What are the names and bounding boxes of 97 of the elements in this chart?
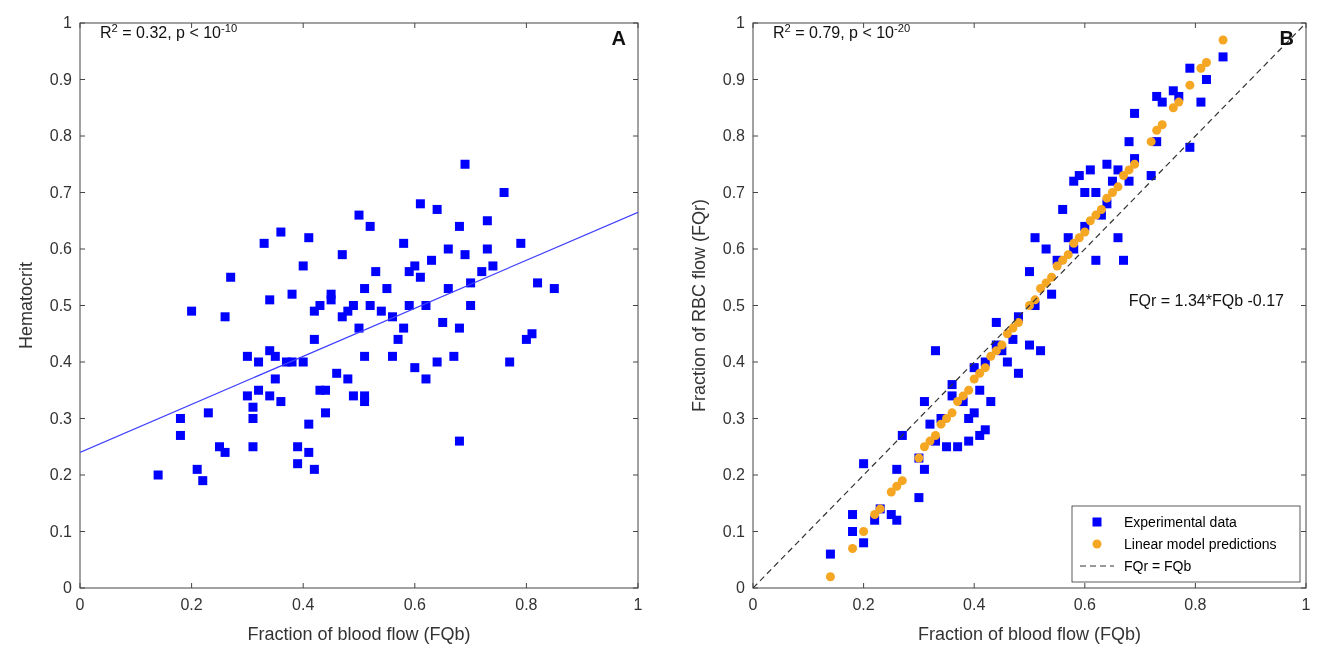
x-tick-label: 0.2 xyxy=(180,596,203,613)
annotation: B xyxy=(1279,27,1294,49)
point xyxy=(1201,58,1211,68)
x-tick-label: 1 xyxy=(633,596,643,613)
y-axis-title: Hematocrit xyxy=(16,261,36,350)
x-tick-label: 0.4 xyxy=(292,596,315,613)
y-tick-label: 0.2 xyxy=(722,466,746,483)
y-tick-label: 0.7 xyxy=(722,183,746,201)
point xyxy=(1196,63,1206,73)
point xyxy=(1130,159,1140,169)
point xyxy=(997,340,1007,350)
y-tick-label: 0.7 xyxy=(49,183,73,201)
annotation: FQr = 1.34*FQb -0.17 xyxy=(1128,291,1285,309)
y-tick-label: 0.9 xyxy=(49,70,73,88)
annotation: R$^{2}$ = 0.79, p < 10$^{-20}$ xyxy=(773,22,911,41)
y-tick-label: 0.3 xyxy=(49,409,73,427)
y-tick-label: 0.6 xyxy=(722,240,746,257)
point xyxy=(986,351,996,361)
point xyxy=(1218,35,1228,45)
point xyxy=(1058,255,1068,265)
point xyxy=(886,487,896,497)
point xyxy=(1069,238,1079,248)
point xyxy=(1091,210,1101,220)
y-tick-label: 0.4 xyxy=(49,353,73,370)
annotation: A xyxy=(611,27,626,49)
legend-label: Linear model predictions xyxy=(1124,536,1277,552)
point xyxy=(1107,188,1117,197)
x-tick-label: 0.2 xyxy=(852,596,875,613)
y-tick-label: 0.4 xyxy=(722,353,746,370)
point xyxy=(953,397,963,407)
point xyxy=(1157,120,1167,130)
point xyxy=(936,419,946,429)
point xyxy=(958,391,968,401)
point xyxy=(1174,97,1184,107)
x-tick-label: 0 xyxy=(75,596,85,613)
y-tick-label: 0.6 xyxy=(49,240,73,257)
point xyxy=(1080,227,1090,237)
x-tick-label: 0.4 xyxy=(963,596,986,613)
y-tick-label: 1 xyxy=(63,14,73,31)
point xyxy=(1168,103,1178,113)
point xyxy=(1124,165,1134,175)
point xyxy=(942,414,952,423)
point xyxy=(964,385,974,395)
point xyxy=(1002,329,1012,339)
point xyxy=(1036,284,1046,294)
point xyxy=(925,436,935,446)
x-tick-label: 0.8 xyxy=(515,596,538,613)
x-tick-label: 1 xyxy=(1301,596,1311,613)
point xyxy=(975,368,985,378)
point xyxy=(1008,323,1018,333)
point xyxy=(825,572,835,582)
point xyxy=(930,430,940,440)
y-tick-label: 0.5 xyxy=(722,296,746,314)
x-tick-label: 0.6 xyxy=(1073,596,1097,613)
y-tick-label: 0 xyxy=(63,579,73,596)
x-axis-title: Fraction of blood flow (FQb) xyxy=(917,624,1142,644)
y-tick-label: 0.8 xyxy=(722,127,746,144)
point xyxy=(1013,317,1023,327)
point xyxy=(1063,250,1073,260)
point xyxy=(1152,125,1162,135)
point xyxy=(1096,204,1106,214)
x-axis-title: Fraction of blood flow (FQb) xyxy=(247,624,471,644)
point xyxy=(991,346,1001,356)
point xyxy=(1146,137,1156,147)
point xyxy=(1052,261,1062,271)
y-tick-label: 0.1 xyxy=(722,522,746,540)
point xyxy=(1085,216,1095,226)
legend-label: Experimental data xyxy=(1124,514,1238,530)
legend-label: FQr = FQb xyxy=(1124,558,1192,574)
point xyxy=(1185,80,1195,90)
y-tick-label: 0.5 xyxy=(49,296,73,314)
y-axis-title: Fraction of RBC flow (FQr) xyxy=(689,198,709,413)
x-tick-label: 0.8 xyxy=(1184,596,1207,613)
point xyxy=(892,481,902,491)
x-tick-label: 0.6 xyxy=(403,596,427,613)
y-tick-label: 0 xyxy=(736,579,746,596)
x-tick-label: 0 xyxy=(748,596,758,613)
y-tick-label: 0.2 xyxy=(49,466,73,483)
y-tick-label: 0.3 xyxy=(722,409,746,427)
point xyxy=(919,442,929,452)
point xyxy=(1113,182,1123,192)
y-tick-label: 1 xyxy=(736,14,746,31)
y-tick-label: 0.9 xyxy=(722,70,746,88)
point xyxy=(848,543,858,553)
y-tick-label: 0.1 xyxy=(49,522,73,540)
point xyxy=(859,527,869,536)
point xyxy=(1047,272,1057,282)
point xyxy=(1074,233,1084,243)
point xyxy=(1119,171,1129,181)
point xyxy=(870,510,880,520)
point xyxy=(1102,193,1112,203)
annotation: R$^{2}$ = 0.32, p < 10$^{-10}$ xyxy=(100,22,238,41)
y-tick-label: 0.8 xyxy=(49,127,73,144)
point xyxy=(969,374,979,384)
point xyxy=(897,476,907,486)
point xyxy=(947,408,957,418)
point xyxy=(980,363,990,373)
